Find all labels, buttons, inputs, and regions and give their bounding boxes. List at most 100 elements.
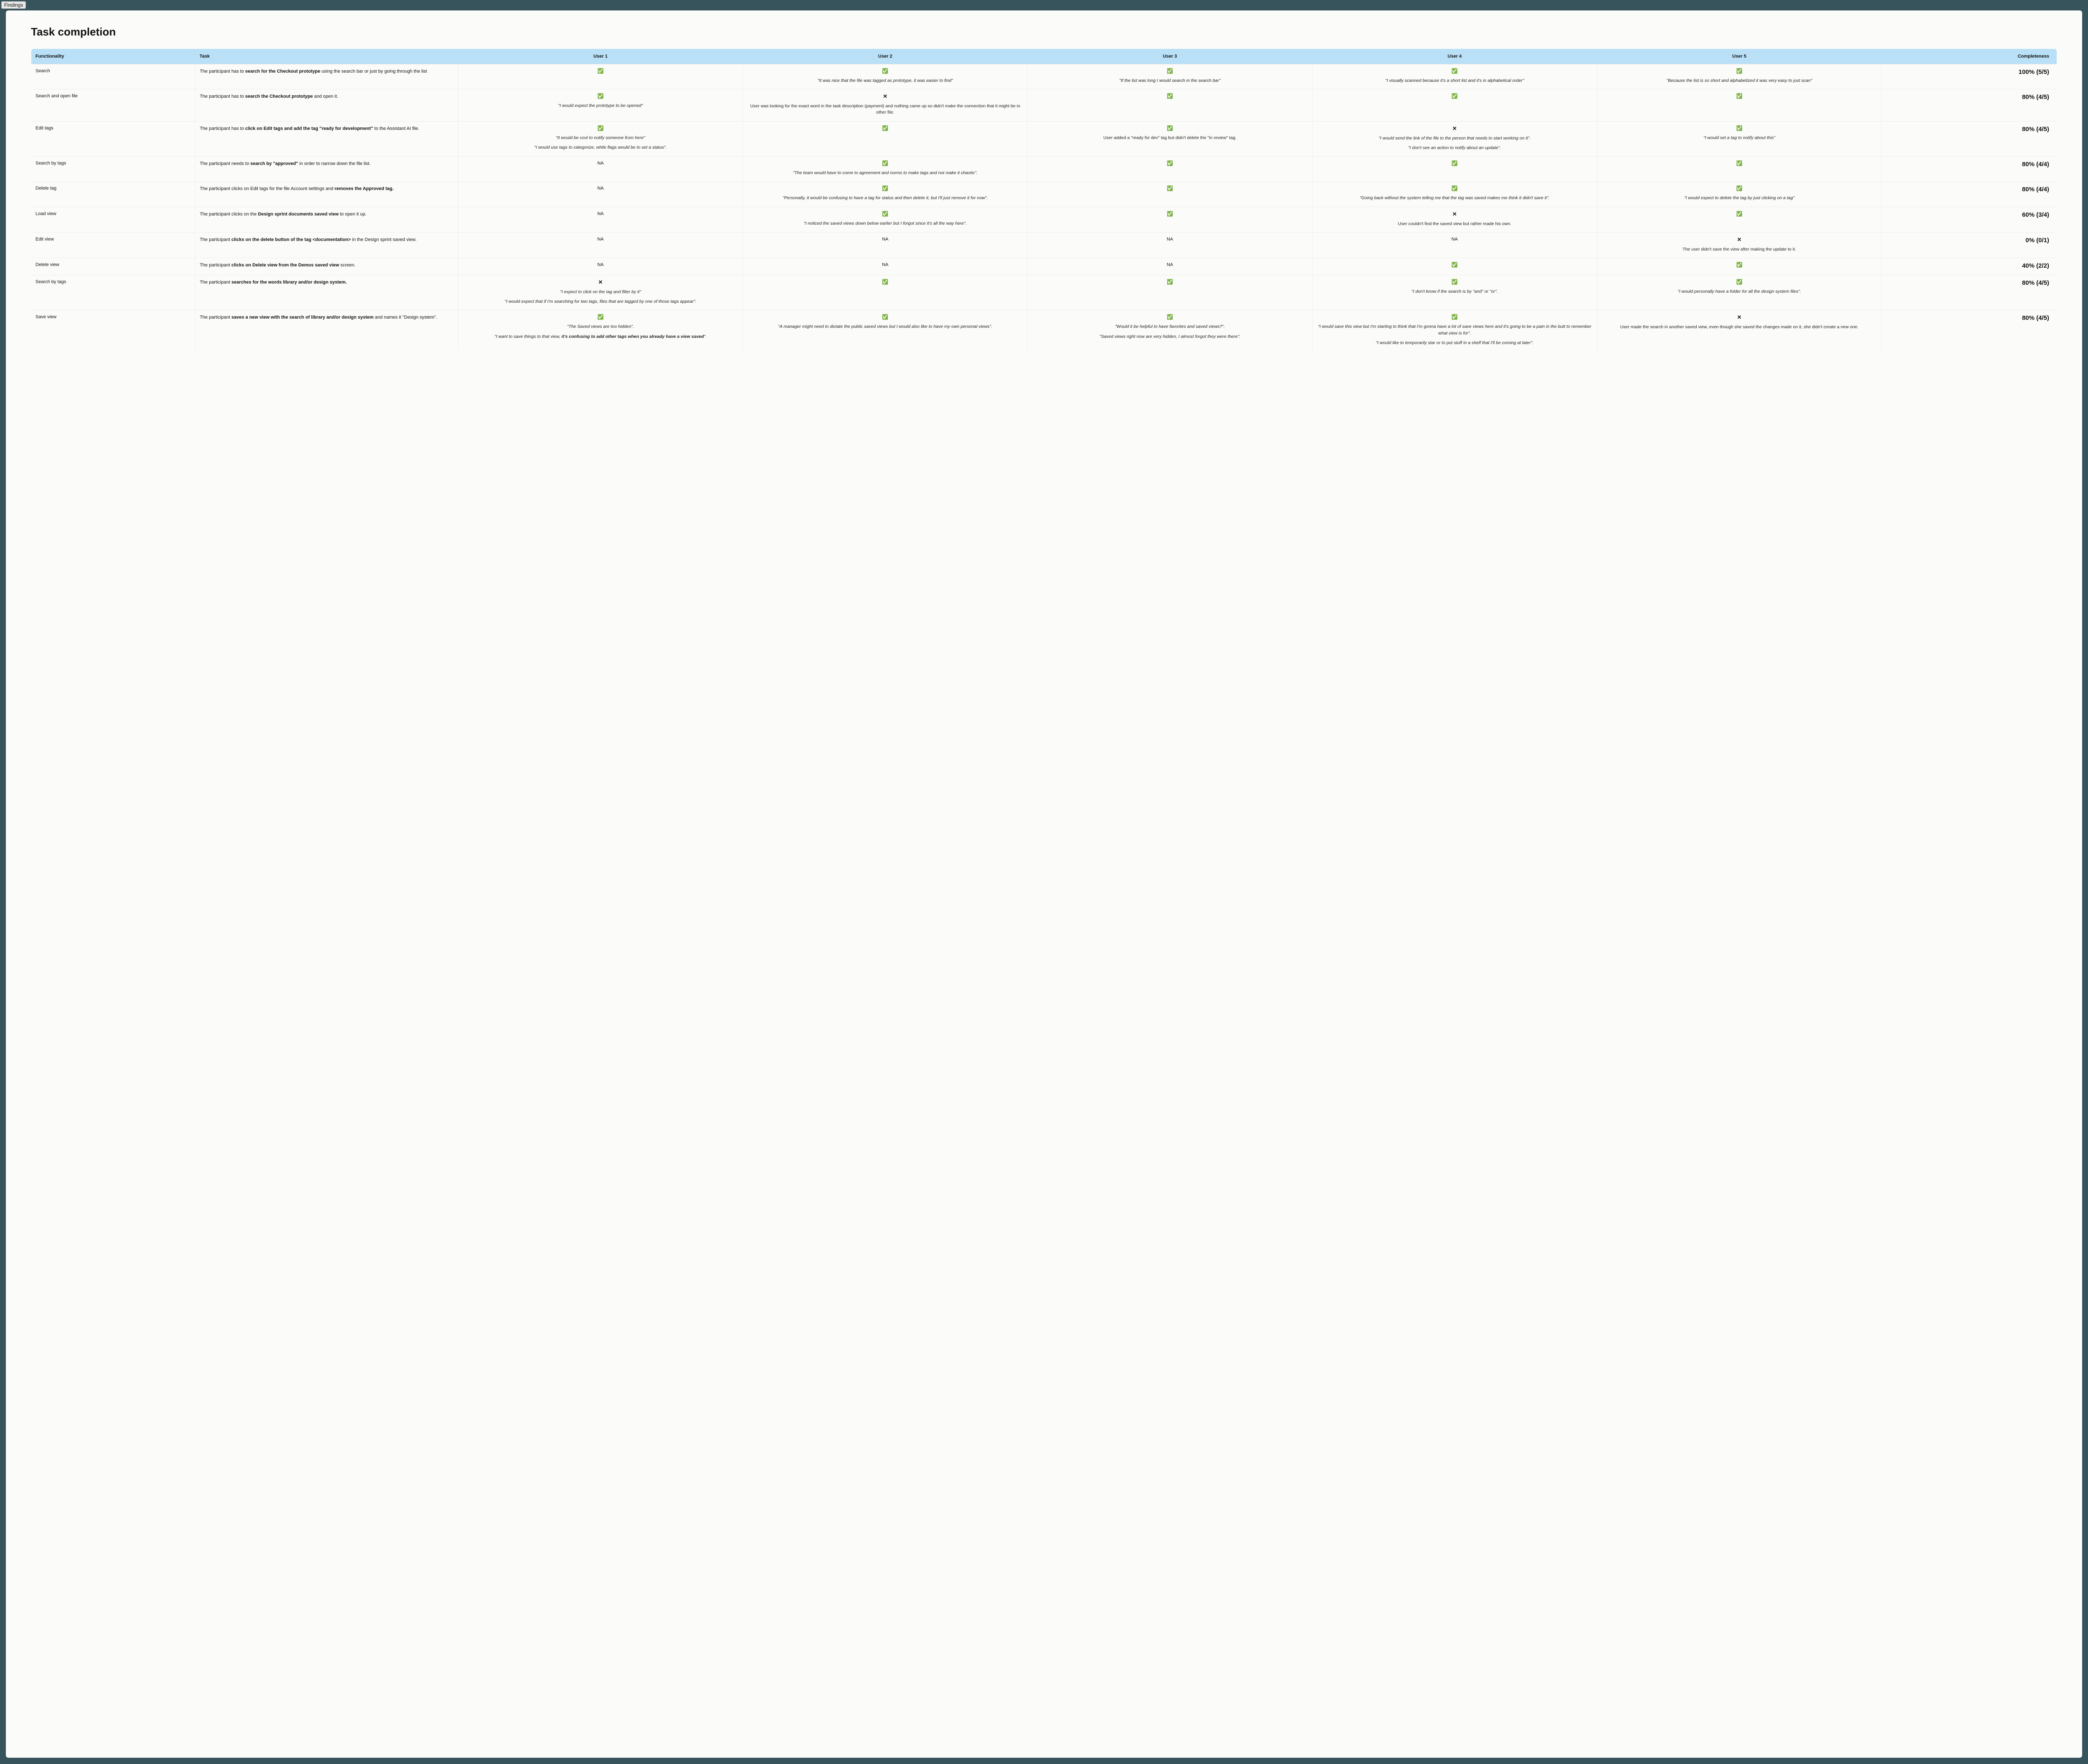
completeness-cell: 40% (2/2): [1882, 258, 2057, 275]
user-2-cell: ✅"Personally, it would be confusing to h…: [743, 182, 1028, 207]
user-notes: "I would expect the prototype to be open…: [463, 103, 739, 109]
functionality-cell: Search by tags: [31, 275, 195, 310]
user-1-cell: ✅"The Saved views are too hidden"."I wan…: [458, 310, 743, 352]
functionality-cell: Search: [31, 64, 195, 89]
user-notes: "I would expect to delete the tag by jus…: [1601, 195, 1878, 201]
user-notes: "I don't know if the search is by "and" …: [1317, 289, 1593, 295]
check-icon: ✅: [1452, 186, 1458, 191]
check-icon: ✅: [1167, 314, 1173, 319]
user-2-cell: NA: [743, 232, 1028, 258]
task-cell: The participant clicks on Delete view fr…: [195, 258, 458, 275]
user-2-cell: ✅"A manager might need to dictate the pu…: [743, 310, 1028, 352]
check-icon: ✅: [1167, 161, 1173, 166]
user-5-cell: ✅ "I would expect to delete the tag by ju…: [1597, 182, 1882, 207]
task-cell: The participant has to search the Checko…: [195, 89, 458, 121]
user-1-cell: ✅"It would be cool to notify someone fro…: [458, 121, 743, 156]
user-5-cell: ✅: [1597, 157, 1882, 182]
na-label: NA: [597, 237, 603, 242]
completeness-cell: 100% (5/5): [1882, 64, 2057, 89]
cross-icon: ✕: [598, 279, 603, 285]
na-label: NA: [882, 263, 888, 267]
check-icon: ✅: [1167, 279, 1173, 284]
user-5-cell: ✅"Because the list is so short and alpha…: [1597, 64, 1882, 89]
user-1-cell: ✅ "I would expect the prototype to be ope…: [458, 89, 743, 121]
col-user-3: User 3: [1028, 49, 1313, 64]
cross-icon: ✕: [883, 94, 887, 99]
check-icon: ✅: [882, 126, 888, 131]
user-2-cell: ✅: [743, 121, 1028, 156]
user-2-cell: ✅"The team would have to come to agreeme…: [743, 157, 1028, 182]
user-1-cell: NA: [458, 232, 743, 258]
check-icon: ✅: [1167, 186, 1173, 191]
check-icon: ✅: [598, 126, 604, 131]
user-1-cell: ✅: [458, 64, 743, 89]
col-completeness: Completeness: [1882, 49, 2057, 64]
check-icon: ✅: [1452, 314, 1458, 319]
na-label: NA: [597, 186, 603, 191]
user-5-cell: ✅ "I would personally have a folder for a…: [1597, 275, 1882, 310]
table-header-row: Functionality Task User 1 User 2 User 3 …: [31, 49, 2057, 64]
na-label: NA: [597, 212, 603, 216]
findings-tab[interactable]: Findings: [1, 1, 26, 9]
completeness-cell: 80% (4/4): [1882, 182, 2057, 207]
user-4-cell: ✅ "Going back without the system telling …: [1312, 182, 1597, 207]
user-4-cell: ✅: [1312, 258, 1597, 275]
user-5-cell: ✕The user didn't save the view after mak…: [1597, 232, 1882, 258]
completeness-cell: 80% (4/4): [1882, 157, 2057, 182]
user-3-cell: ✅: [1028, 182, 1313, 207]
user-2-cell: ✅ "I noticed the saved views down below e…: [743, 207, 1028, 232]
check-icon: ✅: [1452, 279, 1458, 284]
user-notes: "If the list was long I would search in …: [1032, 78, 1308, 84]
check-icon: ✅: [882, 68, 888, 74]
user-4-cell: ✅"I visually scanned because it's a shor…: [1312, 64, 1597, 89]
user-notes: "I noticed the saved views down below ea…: [747, 220, 1023, 227]
user-4-cell: ✅: [1312, 89, 1597, 121]
check-icon: ✅: [1167, 68, 1173, 74]
check-icon: ✅: [1736, 186, 1743, 191]
user-1-cell: NA: [458, 258, 743, 275]
check-icon: ✅: [1736, 68, 1743, 74]
check-icon: ✅: [1167, 211, 1173, 216]
functionality-cell: Search by tags: [31, 157, 195, 182]
user-4-cell: ✕User couldn't find the saved view but r…: [1312, 207, 1597, 232]
check-icon: ✅: [882, 279, 888, 284]
user-5-cell: ✅"I would set a tag to notify about this…: [1597, 121, 1882, 156]
table-row: Delete tagThe participant clicks on Edit…: [31, 182, 2057, 207]
functionality-cell: Edit tags: [31, 121, 195, 156]
table-row: Search by tagsThe participant searches f…: [31, 275, 2057, 310]
task-cell: The participant clicks on the Design spr…: [195, 207, 458, 232]
user-notes: User couldn't find the saved view but ra…: [1317, 221, 1593, 227]
check-icon: ✅: [598, 94, 604, 99]
user-2-cell: ✅: [743, 275, 1028, 310]
na-label: NA: [1167, 237, 1173, 242]
user-notes: "Going back without the system telling m…: [1317, 195, 1593, 201]
table-row: SearchThe participant has to search for …: [31, 64, 2057, 89]
user-3-cell: ✅: [1028, 157, 1313, 182]
task-cell: The participant clicks on Edit tags for …: [195, 182, 458, 207]
user-3-cell: ✅: [1028, 275, 1313, 310]
task-cell: The participant clicks on the delete but…: [195, 232, 458, 258]
user-notes: "I would set a tag to notify about this": [1601, 135, 1878, 141]
task-cell: The participant searches for the words l…: [195, 275, 458, 310]
user-2-cell: ✅ "It was nice that the file was tagged a…: [743, 64, 1028, 89]
check-icon: ✅: [598, 314, 604, 319]
task-cell: The participant has to click on Edit tag…: [195, 121, 458, 156]
table-row: Edit viewThe participant clicks on the d…: [31, 232, 2057, 258]
task-cell: The participant needs to search by "appr…: [195, 157, 458, 182]
functionality-cell: Save view: [31, 310, 195, 352]
check-icon: ✅: [1736, 94, 1743, 99]
user-notes: "I would personally have a folder for al…: [1601, 289, 1878, 295]
check-icon: ✅: [882, 314, 888, 319]
check-icon: ✅: [1452, 161, 1458, 166]
check-icon: ✅: [882, 211, 888, 216]
functionality-cell: Search and open file: [31, 89, 195, 121]
check-icon: ✅: [1736, 279, 1743, 284]
functionality-cell: Delete tag: [31, 182, 195, 207]
user-notes: "I would send the link of the file to th…: [1317, 135, 1593, 151]
user-notes: "It was nice that the file was tagged as…: [747, 78, 1023, 84]
page-title: Task completion: [31, 25, 2057, 38]
user-notes: "I expect to click on the tag and filter…: [463, 289, 739, 305]
check-icon: ✅: [1452, 68, 1458, 74]
check-icon: ✅: [1736, 262, 1743, 267]
task-cell: The participant has to search for the Ch…: [195, 64, 458, 89]
